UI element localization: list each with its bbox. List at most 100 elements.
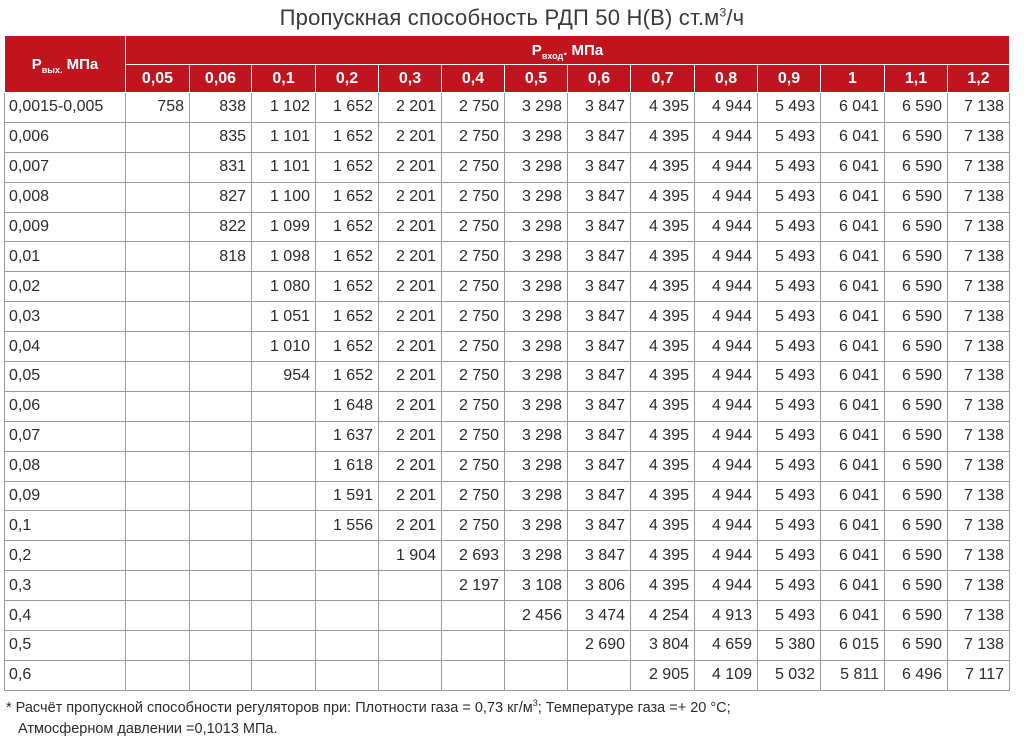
table-cell: 6 590 (884, 420, 948, 452)
table-cell: 3 474 (567, 600, 631, 632)
table-cell: 1 080 (251, 271, 316, 303)
table-cell: 3 847 (567, 390, 631, 422)
table-cell: 5 493 (757, 241, 821, 273)
table-cell: 2 750 (441, 181, 505, 213)
table-cell (251, 420, 316, 452)
table-cell: 6 041 (820, 151, 885, 183)
table-cell: 2 201 (378, 271, 442, 303)
table-cell: 3 298 (504, 301, 568, 333)
table-cell: 1 098 (251, 241, 316, 273)
table-row: 0,08 1 618 2 201 2 750 3 298 3 847 4 395 4 944 5… (4, 450, 1010, 482)
table-cell: 4 944 (694, 450, 758, 482)
table-cell: 4 395 (630, 211, 695, 243)
table-cell: 4 395 (630, 570, 695, 602)
table-cell: 5 493 (757, 570, 821, 602)
column-header: 0,4 (441, 64, 505, 93)
table-cell: 1 652 (315, 301, 379, 333)
table-cell: 7 138 (947, 630, 1010, 661)
table-cell (378, 630, 442, 661)
outlet-pressure-header: Pвых. МПа (4, 35, 126, 93)
table-cell: 2 201 (378, 420, 442, 452)
column-header: 0,06 (189, 64, 252, 93)
table-cell: 3 298 (504, 181, 568, 213)
table-cell: 3 847 (567, 271, 631, 303)
table-cell: 5 493 (757, 121, 821, 153)
table-cell: 7 138 (947, 390, 1010, 422)
table-cell (125, 450, 190, 482)
row-label: 0,008 (4, 181, 126, 213)
table-cell (125, 510, 190, 542)
table-cell: 7 138 (947, 510, 1010, 542)
table-cell (189, 659, 252, 691)
table-cell: 6 590 (884, 301, 948, 333)
table-cell: 6 590 (884, 570, 948, 602)
row-label: 0,05 (4, 361, 126, 392)
inlet-p: P (531, 41, 542, 59)
table-cell: 6 041 (820, 570, 885, 602)
table-cell: 6 590 (884, 211, 948, 243)
table-cell (125, 211, 190, 243)
table-cell: 5 493 (757, 390, 821, 422)
table-cell: 5 811 (820, 659, 885, 691)
table-cell: 4 913 (694, 600, 758, 632)
table-cell: 6 590 (884, 450, 948, 482)
row-label: 0,006 (4, 121, 126, 153)
footnote-text-b: ; Температуре газа =+ 20 °С; (537, 700, 731, 716)
table-row: 0,05 954 1 652 2 201 2 750 3 298 3 847 4 395 4 9… (4, 361, 1010, 392)
table-cell (189, 271, 252, 303)
table-cell: 4 395 (630, 241, 695, 273)
table-cell: 6 590 (884, 361, 948, 392)
table-cell: 6 041 (820, 450, 885, 482)
table-cell: 2 750 (441, 510, 505, 542)
table-cell (251, 540, 316, 572)
table-cell: 3 298 (504, 331, 568, 363)
table-cell: 1 652 (315, 241, 379, 273)
table-row: 0,02 1 080 1 652 2 201 2 750 3 298 3 847 4 395 4… (4, 271, 1010, 303)
footnote-line-2: Атмосферном давлении =0,1013 МПа. (18, 721, 278, 737)
table-cell: 1 101 (251, 121, 316, 153)
row-label: 0,03 (4, 301, 126, 333)
table-cell: 4 395 (630, 450, 695, 482)
table-cell: 2 201 (378, 390, 442, 422)
outlet-p: P (31, 55, 42, 73)
table-cell: 2 750 (441, 450, 505, 482)
table-cell (441, 630, 505, 661)
table-cell: 4 944 (694, 570, 758, 602)
table-cell: 1 099 (251, 211, 316, 243)
table-row: 0,009 822 1 099 1 652 2 201 2 750 3 298 3 847 4 … (4, 211, 1010, 243)
table-cell: 4 395 (630, 361, 695, 392)
table-cell: 6 590 (884, 181, 948, 213)
table-cell (189, 630, 252, 661)
table-cell: 1 652 (315, 331, 379, 363)
table-cell: 4 395 (630, 390, 695, 422)
table-cell: 3 847 (567, 331, 631, 363)
column-header: 1,2 (947, 64, 1010, 93)
table-cell: 3 298 (504, 361, 568, 392)
table-cell: 7 138 (947, 450, 1010, 482)
footnote: * Расчёт пропускной способности регулято… (6, 698, 731, 740)
table-row: 0,6 2 905 4 109 5 032 5 811 6 496 7 117 (4, 659, 1010, 691)
table-cell: 6 590 (884, 92, 948, 123)
table-cell (567, 659, 631, 691)
table-cell: 6 590 (884, 331, 948, 363)
table-row: 0,0015-0,005 758 838 1 102 1 652 2 201 2 750 3 … (4, 92, 1010, 123)
row-label: 0,02 (4, 271, 126, 303)
table-cell: 7 138 (947, 121, 1010, 153)
table-cell (125, 301, 190, 333)
table-cell: 3 847 (567, 121, 631, 153)
table-row: 0,2 1 904 2 693 3 298 3 847 4 395 4 944 5 493 6 … (4, 540, 1010, 572)
column-header: 0,9 (757, 64, 821, 93)
table-cell: 3 298 (504, 271, 568, 303)
table-cell: 6 590 (884, 510, 948, 542)
table-cell (125, 361, 190, 392)
column-header: 0,05 (125, 64, 190, 93)
table-cell (125, 630, 190, 661)
table-row: 0,03 1 051 1 652 2 201 2 750 3 298 3 847 4 395 4… (4, 301, 1010, 333)
table-cell: 4 395 (630, 271, 695, 303)
footnote-superscript: 3 (532, 698, 538, 709)
title-superscript: 3 (719, 5, 727, 20)
table-cell: 7 138 (947, 361, 1010, 392)
table-cell: 2 201 (378, 361, 442, 392)
table-cell: 2 750 (441, 420, 505, 452)
table-cell: 6 041 (820, 331, 885, 363)
